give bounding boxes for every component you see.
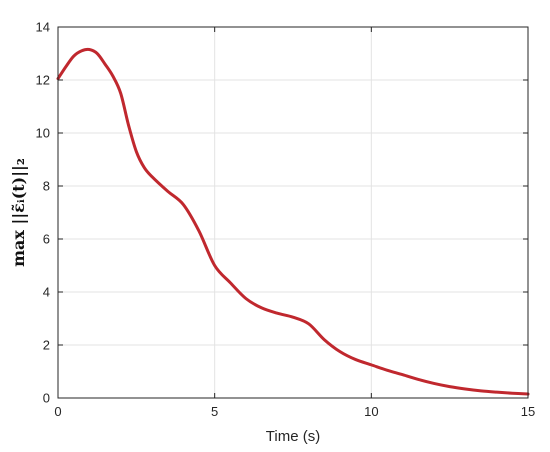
axis-ticks: 0 5 10 15 0 2 4 6 8 10 12 14	[36, 20, 536, 420]
plot-area-border	[57, 26, 529, 399]
x-tick-label: 10	[364, 404, 378, 419]
y-tick-label: 14	[36, 20, 50, 35]
y-tick-label: 0	[43, 391, 50, 406]
y-tick-label: 12	[36, 73, 50, 88]
y-axis-label: max ||ε̃ᵢ(t)||₂	[9, 158, 28, 267]
data-series	[56, 47, 530, 396]
grid-lines	[57, 26, 529, 399]
x-tick-label: 15	[521, 404, 535, 419]
y-tick-label: 2	[43, 338, 50, 353]
y-tick-label: 6	[43, 232, 50, 247]
series-line	[56, 47, 530, 396]
x-tick-label: 0	[54, 404, 61, 419]
y-tick-label: 4	[43, 285, 50, 300]
y-tick-label: 10	[36, 126, 50, 141]
x-tick-label: 5	[211, 404, 218, 419]
y-tick-label: 8	[43, 179, 50, 194]
x-axis-label: Time (s)	[266, 428, 320, 445]
